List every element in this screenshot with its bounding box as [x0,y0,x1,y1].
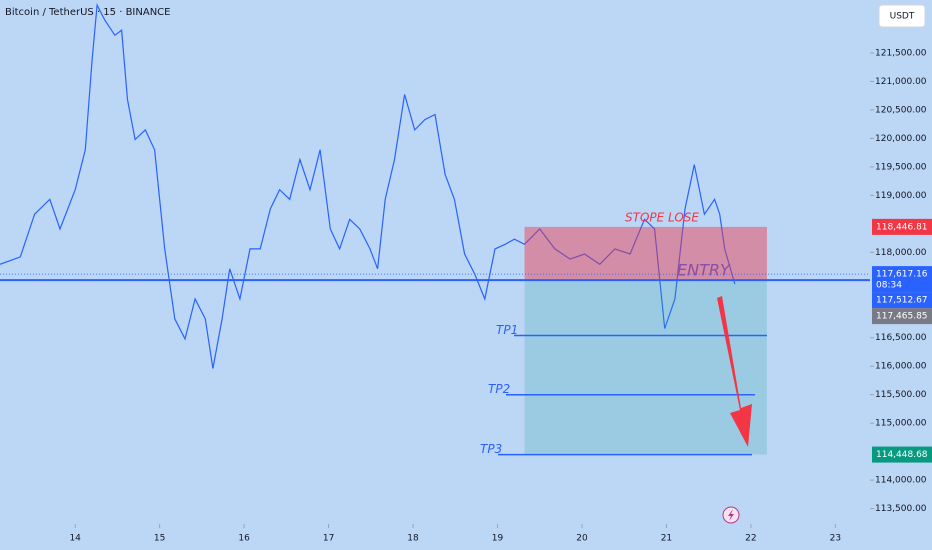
y-tick-label: 120,500.00 [875,105,927,115]
price-label: 117,617.16 [876,270,928,280]
stop-zone [524,226,767,281]
stop-label: STOPE LOSE [625,210,699,224]
y-tick-label: 115,000.00 [875,419,927,429]
y-tick-label: 116,000.00 [875,362,927,372]
x-tick-label: 16 [238,534,250,544]
price-label-box [872,292,932,309]
price-label-box [872,266,932,293]
y-tick-label: 113,500.00 [875,504,927,514]
lightning-icon [722,506,740,524]
x-tick-label: 18 [407,534,419,544]
x-tick-label: 14 [69,534,81,544]
y-tick-label: 119,500.00 [875,162,927,172]
y-tick-label: 116,500.00 [875,333,927,343]
x-tick-label: 17 [323,534,334,544]
price-label: 117,465.85 [876,312,928,322]
arrow [717,296,752,447]
target-label: TP1 [496,323,518,337]
x-tick-label: 20 [576,534,588,544]
price-label: 114,448.68 [876,450,928,460]
y-tick-label: 114,000.00 [875,476,927,486]
x-tick-label: 21 [661,534,672,544]
currency-button[interactable] [878,4,926,28]
y-tick-label: 118,000.00 [875,248,927,258]
y-tick-label: 121,500.00 [875,48,927,58]
y-tick-label: 120,000.00 [875,134,927,144]
y-tick-label: 119,000.00 [875,191,927,201]
price-label-box [872,308,932,325]
target-zone [524,280,767,455]
price-line [0,2,736,369]
target-label: TP3 [480,442,502,456]
entry-label: ENTRY [677,261,731,280]
y-tick-label: 115,500.00 [875,390,927,400]
price-label-box [872,446,932,463]
x-tick-label: 23 [830,534,841,544]
currency[interactable]: USDT [890,12,915,22]
countdown: 08:34 [876,281,902,291]
y-tick-label: 121,000.00 [875,77,927,87]
x-tick-label: 15 [154,534,165,544]
x-tick-label: 19 [492,534,504,544]
price-label-box [872,218,932,235]
target-label: TP2 [488,382,510,396]
price-label: 118,446.81 [876,222,928,232]
price-label: 117,512.67 [876,296,928,306]
x-tick-label: 22 [745,534,756,544]
chart-title: Bitcoin / TetherUS · 15 · BINANCE [5,7,170,18]
